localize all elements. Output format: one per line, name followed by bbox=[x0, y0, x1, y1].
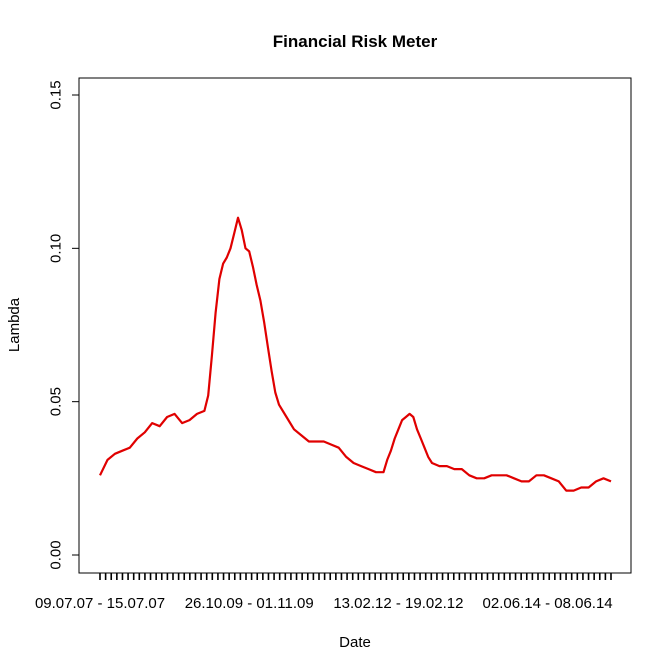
y-axis: 0.00 0.05 0.10 0.15 bbox=[48, 80, 80, 570]
chart-title: Financial Risk Meter bbox=[273, 32, 438, 51]
x-tick-label: 02.06.14 - 08.06.14 bbox=[483, 595, 613, 612]
y-tick-label: 0.10 bbox=[48, 234, 65, 263]
y-tick-label: 0.00 bbox=[48, 540, 65, 569]
x-tick-label: 09.07.07 - 15.07.07 bbox=[35, 595, 165, 612]
y-axis-label: Lambda bbox=[6, 297, 23, 352]
x-tick-label: 26.10.09 - 01.11.09 bbox=[185, 595, 314, 612]
x-tick-label: 13.02.12 - 19.02.12 bbox=[333, 595, 463, 612]
x-axis-label: Date bbox=[339, 634, 371, 651]
x-axis: 09.07.07 - 15.07.07 26.10.09 - 01.11.09 13… bbox=[35, 572, 613, 612]
y-tick-label: 0.15 bbox=[48, 80, 65, 109]
plot-area-frame bbox=[78, 77, 632, 574]
series-line bbox=[99, 216, 612, 492]
series-layer bbox=[99, 216, 612, 492]
y-tick-label: 0.05 bbox=[48, 387, 65, 416]
